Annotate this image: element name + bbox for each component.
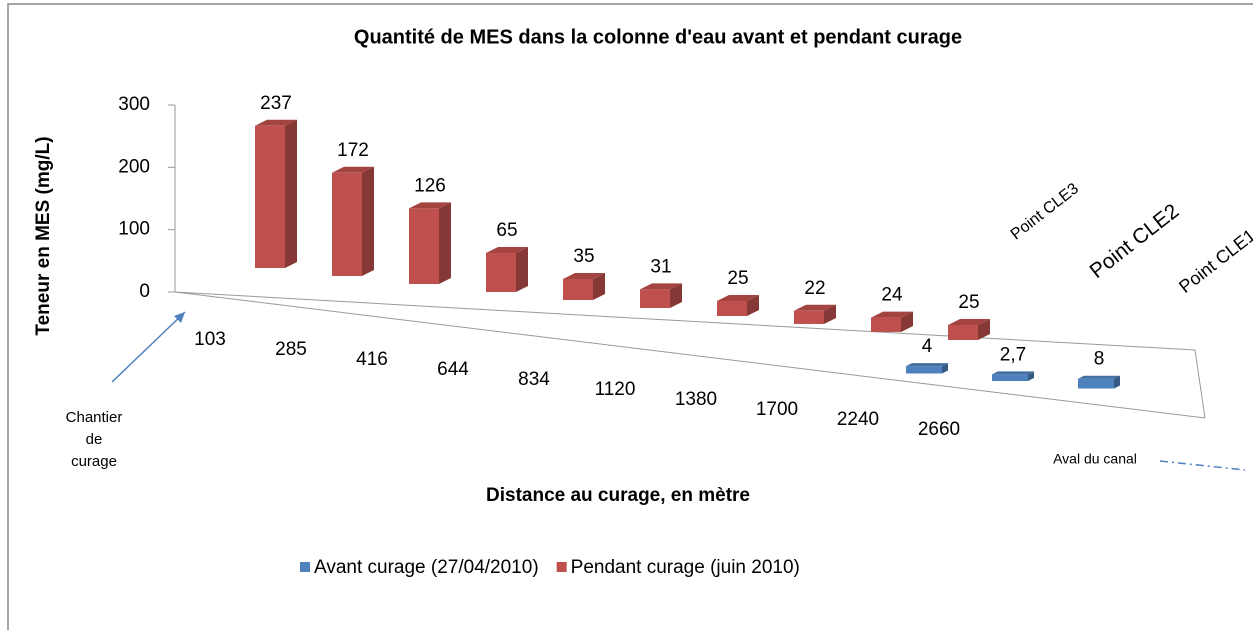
x-tick-label: 834 xyxy=(518,369,550,390)
bar-top xyxy=(255,119,297,126)
x-tick-label: 1700 xyxy=(756,399,798,420)
bar-side xyxy=(978,319,990,340)
y-tick-label: 0 xyxy=(139,281,150,302)
bar-side xyxy=(1028,371,1034,381)
bar-top xyxy=(1078,375,1120,379)
legend-label: Avant curage (27/04/2010) xyxy=(314,557,539,578)
bar-side xyxy=(942,363,948,374)
value-label: 35 xyxy=(573,246,594,267)
floor-front xyxy=(174,291,1206,419)
bar xyxy=(255,125,285,268)
value-label: 24 xyxy=(881,285,903,306)
bar-top xyxy=(640,283,682,290)
bar-top xyxy=(871,311,913,318)
x-tick-label: 2660 xyxy=(918,419,960,440)
bar-side xyxy=(824,304,836,324)
bar xyxy=(906,366,942,374)
bar xyxy=(640,289,670,308)
chart-border xyxy=(7,3,1253,630)
bar-top xyxy=(948,319,990,325)
value-label: 126 xyxy=(414,175,446,196)
x-tick-label: 1380 xyxy=(675,389,717,410)
x-tick-label: 1120 xyxy=(595,379,636,400)
bar xyxy=(1078,378,1114,389)
y-tick-label: 300 xyxy=(118,94,150,115)
bar-side xyxy=(901,311,913,332)
bar-side xyxy=(747,295,759,316)
legend-swatch xyxy=(300,562,310,572)
value-label: 31 xyxy=(650,256,671,277)
bar-top xyxy=(486,247,528,253)
bar xyxy=(992,374,1028,381)
bar xyxy=(794,310,824,324)
value-label: 237 xyxy=(260,93,292,114)
arrow-head xyxy=(174,312,185,323)
annotation: Chantier de curage xyxy=(66,409,123,470)
bar xyxy=(871,317,901,332)
value-label: 8 xyxy=(1094,349,1105,370)
x-tick-label: 2240 xyxy=(837,409,879,430)
arrow xyxy=(1159,460,1246,471)
bar xyxy=(332,172,362,276)
value-label: 2,7 xyxy=(1000,344,1026,365)
value-label: 22 xyxy=(804,278,825,299)
bar xyxy=(486,253,516,292)
bar-top xyxy=(332,166,374,173)
value-label: 25 xyxy=(727,268,748,289)
bar-side xyxy=(439,202,451,284)
value-label: 65 xyxy=(496,220,517,241)
bar xyxy=(563,279,593,300)
bar xyxy=(948,325,978,340)
legend-label: Pendant curage (juin 2010) xyxy=(571,557,800,578)
bar-side xyxy=(285,119,297,268)
bar-top xyxy=(794,304,836,311)
x-tick-label: 285 xyxy=(275,339,307,360)
bar xyxy=(409,208,439,284)
bar xyxy=(717,301,747,316)
y-tick-label: 100 xyxy=(118,219,150,240)
bar-side xyxy=(1114,375,1120,389)
x-tick-label: 644 xyxy=(437,359,469,380)
y-axis-title: Teneur en MES (mg/L) xyxy=(33,136,54,335)
bar-top xyxy=(717,295,759,301)
annotation: Aval du canal xyxy=(1053,451,1137,467)
y-tick-label: 200 xyxy=(118,156,150,177)
chart-title: Quantité de MES dans la colonne d'eau av… xyxy=(354,26,962,48)
bar-side xyxy=(670,283,682,308)
floor-back xyxy=(174,291,1196,351)
bar-side xyxy=(362,166,374,276)
x-tick-label: 103 xyxy=(194,329,226,350)
arrow xyxy=(111,311,186,383)
legend-swatch xyxy=(556,562,567,572)
bar-side xyxy=(593,273,605,300)
bar-top xyxy=(563,273,605,279)
floor-right xyxy=(1194,349,1206,419)
x-axis-title: Distance au curage, en mètre xyxy=(486,485,750,506)
x-tick-label: 416 xyxy=(356,349,388,370)
value-label: 4 xyxy=(922,336,933,357)
bar-top xyxy=(992,371,1034,375)
bar-top xyxy=(906,363,948,367)
value-label: 25 xyxy=(958,292,979,313)
value-label: 172 xyxy=(337,140,369,161)
bar-top xyxy=(409,202,451,209)
bar-side xyxy=(516,247,528,292)
